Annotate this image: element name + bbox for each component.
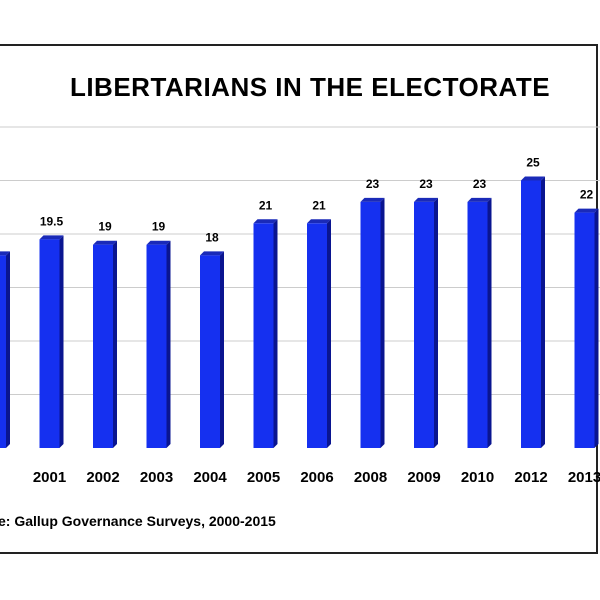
bar (146, 240, 171, 448)
bar-front (467, 201, 488, 448)
data-label: 18 (205, 230, 219, 244)
bar-side (380, 197, 385, 448)
bar-side (6, 251, 10, 448)
bar-side (273, 219, 278, 448)
bar (360, 197, 385, 448)
x-tick-label: 2004 (193, 469, 227, 486)
bar (414, 197, 438, 448)
bar-side (541, 176, 545, 448)
bar-top (39, 235, 64, 240)
x-tick-label: 2003 (140, 469, 173, 486)
x-tick-label: 2005 (247, 469, 280, 486)
bar-side (434, 197, 438, 448)
bar (467, 197, 492, 448)
data-label: 25 (526, 156, 540, 170)
data-label: 19 (98, 220, 112, 234)
bar-front (200, 255, 220, 448)
x-tick-label: 2010 (461, 469, 494, 486)
bar (307, 219, 331, 448)
x-tick-label: 2008 (354, 469, 387, 486)
bar-side (220, 251, 224, 448)
x-axis-tick-labels: 0200120022003200420052006200820092010201… (0, 469, 600, 486)
bar-front (574, 212, 595, 448)
x-tick-label: 2002 (86, 469, 119, 486)
bar-top (0, 251, 10, 256)
data-label: 23 (419, 177, 433, 191)
bar-top (253, 219, 278, 224)
bar-top (521, 176, 545, 181)
x-tick-label: 2012 (514, 469, 547, 486)
bar-front (0, 255, 6, 448)
bar-side (166, 240, 171, 448)
gridlines (0, 126, 600, 395)
data-label: 22 (580, 188, 594, 202)
bar-side (594, 208, 599, 448)
bars (0, 176, 599, 448)
bar-front (521, 180, 541, 448)
bar-side (59, 235, 64, 448)
bar-side (113, 240, 117, 448)
bar-side (327, 219, 331, 448)
bar-top (360, 197, 385, 202)
bar (200, 251, 224, 448)
bar-front (360, 201, 381, 448)
data-label: 19 (152, 220, 166, 234)
data-label: 23 (473, 177, 487, 191)
x-tick-label: 2009 (407, 469, 440, 486)
bar-top (307, 219, 331, 224)
bar-top (574, 208, 599, 213)
bar-front (414, 201, 434, 448)
data-label: 23 (366, 177, 380, 191)
x-tick-label: 2006 (300, 469, 333, 486)
bar-front (39, 239, 60, 448)
bar-top (467, 197, 492, 202)
bar-front (253, 223, 274, 448)
bar (93, 240, 117, 448)
bar-top (414, 197, 438, 202)
data-label: 21 (312, 198, 326, 212)
bar (253, 219, 278, 448)
bar-front (146, 244, 167, 448)
bar-top (200, 251, 224, 256)
bar-top (93, 240, 117, 245)
bar (574, 208, 599, 448)
x-tick-label: 2013 (568, 469, 600, 486)
bar-front (93, 244, 113, 448)
bar (0, 251, 10, 448)
bar-side (487, 197, 492, 448)
data-label: 19.5 (40, 214, 64, 228)
bar-front (307, 223, 327, 448)
chart-title: LIBERTARIANS IN THE ELECTORATE (69, 72, 551, 102)
data-label: 21 (259, 198, 273, 212)
source-note: e: Gallup Governance Surveys, 2000-2015 (0, 513, 276, 529)
bar (521, 176, 545, 448)
bar (39, 235, 64, 448)
bar-top (146, 240, 171, 245)
data-labels: 19.5 19 19 18 21 21 23 23 23 25 22 (40, 156, 594, 245)
x-tick-label: 2001 (33, 469, 66, 486)
